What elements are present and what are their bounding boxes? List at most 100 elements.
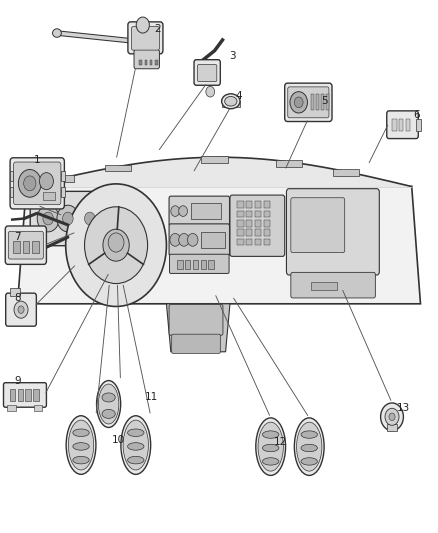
- Bar: [399, 119, 403, 131]
- Bar: [13, 241, 20, 253]
- Circle shape: [37, 205, 59, 232]
- Bar: [23, 241, 29, 253]
- Bar: [237, 220, 244, 227]
- Ellipse shape: [297, 422, 322, 471]
- Ellipse shape: [262, 458, 279, 465]
- Ellipse shape: [222, 94, 240, 109]
- Circle shape: [290, 92, 307, 113]
- Bar: [392, 119, 397, 131]
- Bar: [18, 389, 23, 401]
- Circle shape: [103, 229, 129, 261]
- Bar: [61, 187, 65, 197]
- Bar: [311, 282, 337, 290]
- Circle shape: [43, 212, 53, 225]
- Bar: [222, 101, 240, 107]
- Bar: [311, 94, 314, 110]
- Bar: [139, 60, 142, 65]
- Ellipse shape: [123, 420, 148, 470]
- Ellipse shape: [127, 443, 144, 450]
- Bar: [333, 169, 359, 175]
- Bar: [43, 192, 55, 200]
- FancyBboxPatch shape: [8, 231, 43, 259]
- Bar: [201, 156, 228, 163]
- Bar: [145, 60, 147, 65]
- Bar: [321, 94, 324, 110]
- Bar: [255, 229, 261, 236]
- Bar: [193, 260, 198, 269]
- Bar: [208, 260, 214, 269]
- Ellipse shape: [301, 458, 318, 465]
- Bar: [246, 239, 252, 245]
- Text: 1: 1: [34, 155, 41, 165]
- Bar: [264, 220, 270, 227]
- FancyBboxPatch shape: [387, 111, 418, 139]
- Ellipse shape: [66, 416, 96, 474]
- Ellipse shape: [73, 429, 89, 437]
- Ellipse shape: [121, 416, 151, 474]
- FancyBboxPatch shape: [30, 191, 123, 246]
- Bar: [255, 211, 261, 217]
- Text: 5: 5: [321, 96, 328, 106]
- Circle shape: [385, 408, 399, 425]
- Bar: [201, 260, 206, 269]
- Ellipse shape: [102, 393, 115, 402]
- Circle shape: [389, 413, 395, 421]
- FancyBboxPatch shape: [169, 196, 230, 226]
- Ellipse shape: [225, 96, 237, 106]
- FancyBboxPatch shape: [101, 200, 120, 239]
- Text: 6: 6: [413, 110, 420, 119]
- Bar: [406, 119, 410, 131]
- Bar: [201, 232, 225, 248]
- Bar: [25, 389, 31, 401]
- Bar: [32, 241, 39, 253]
- Bar: [237, 229, 244, 236]
- Ellipse shape: [294, 418, 324, 475]
- Circle shape: [66, 184, 166, 306]
- Circle shape: [381, 403, 403, 431]
- Circle shape: [179, 233, 189, 246]
- Ellipse shape: [99, 384, 119, 424]
- Bar: [326, 94, 328, 110]
- Bar: [150, 60, 152, 65]
- Bar: [255, 239, 261, 245]
- Ellipse shape: [256, 418, 286, 475]
- FancyBboxPatch shape: [288, 87, 329, 118]
- Bar: [264, 239, 270, 245]
- Circle shape: [294, 97, 303, 108]
- Circle shape: [171, 206, 180, 216]
- Bar: [10, 288, 20, 296]
- FancyBboxPatch shape: [14, 162, 61, 205]
- Bar: [255, 220, 261, 227]
- Bar: [246, 220, 252, 227]
- Ellipse shape: [127, 456, 144, 464]
- Bar: [61, 171, 65, 181]
- Bar: [237, 239, 244, 245]
- Ellipse shape: [258, 422, 283, 471]
- FancyBboxPatch shape: [10, 158, 64, 209]
- Bar: [264, 229, 270, 236]
- Ellipse shape: [262, 445, 279, 451]
- Polygon shape: [107, 277, 125, 304]
- Text: 10: 10: [112, 435, 125, 445]
- Text: 11: 11: [145, 392, 158, 402]
- FancyBboxPatch shape: [6, 293, 36, 326]
- Bar: [264, 211, 270, 217]
- Ellipse shape: [68, 420, 94, 470]
- FancyBboxPatch shape: [172, 334, 220, 353]
- Circle shape: [63, 212, 73, 225]
- FancyBboxPatch shape: [128, 22, 163, 54]
- FancyBboxPatch shape: [4, 383, 46, 407]
- Bar: [264, 201, 270, 208]
- FancyBboxPatch shape: [194, 60, 220, 85]
- Circle shape: [24, 176, 36, 191]
- Circle shape: [187, 233, 198, 246]
- Ellipse shape: [127, 429, 144, 437]
- Circle shape: [14, 301, 28, 318]
- Bar: [246, 201, 252, 208]
- Circle shape: [79, 205, 101, 232]
- Bar: [155, 60, 158, 65]
- FancyBboxPatch shape: [286, 189, 379, 275]
- Bar: [7, 405, 16, 411]
- Text: 9: 9: [14, 376, 21, 386]
- FancyBboxPatch shape: [170, 254, 229, 273]
